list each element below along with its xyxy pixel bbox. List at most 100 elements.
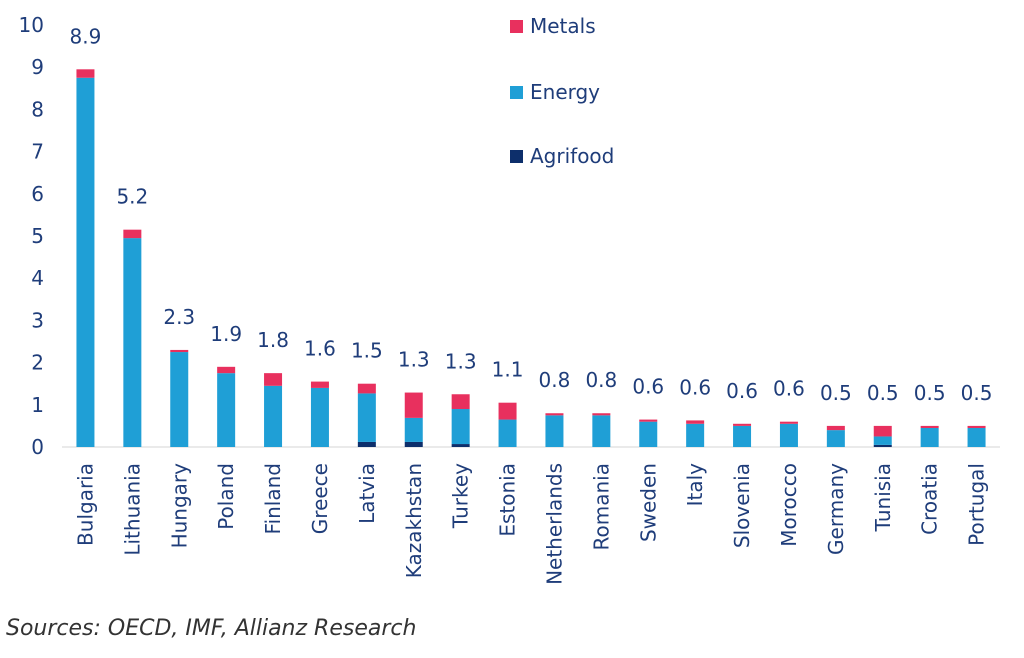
bar-segment-metals [920, 425, 939, 429]
total-data-label: 0.8 [585, 368, 617, 392]
bar-segment-energy [733, 425, 752, 447]
category-label: Estonia [496, 463, 520, 537]
total-data-label: 1.1 [492, 358, 524, 382]
total-data-label: 8.9 [70, 24, 102, 48]
bar-segment-energy [170, 352, 189, 447]
bar-segment-metals [779, 421, 798, 424]
category-label: Turkey [449, 463, 473, 529]
total-data-label: 0.5 [961, 381, 993, 405]
stacked-bar-chart: 0 1 2 3 4 5 6 7 8 9 10 8.9 5.2 2.3 1.9 1.8 1.6 1.5 1.3 1.3… [19, 13, 1000, 585]
bar-segment-energy [76, 77, 95, 447]
category-label: Sweden [636, 463, 660, 542]
y-tick-label: 10 [19, 13, 44, 37]
y-tick-label: 9 [31, 55, 44, 79]
bar-segment-energy [639, 421, 658, 447]
bar-segment-metals [264, 373, 283, 386]
legend-label-agrifood: Agrifood [530, 144, 614, 168]
y-tick-label: 0 [31, 435, 44, 459]
bar-segment-agrifood [404, 441, 423, 447]
bar-segment-metals [686, 420, 705, 424]
y-tick-label: 6 [31, 182, 44, 206]
total-data-label: 0.6 [679, 375, 711, 399]
bar-segment-energy [264, 385, 283, 447]
bar-segment-energy [123, 238, 142, 447]
bar-segment-metals [967, 425, 986, 429]
legend-swatch-energy [510, 86, 523, 99]
total-data-label: 0.8 [539, 368, 571, 392]
bar-segment-metals [217, 366, 236, 374]
bar-segment-metals [451, 394, 470, 410]
bar-segment-energy [592, 415, 611, 447]
bar-segment-energy [217, 373, 236, 447]
total-data-label: 1.3 [398, 348, 430, 372]
source-note: Sources: OECD, IMF, Allianz Research [6, 616, 417, 641]
category-label: Greece [308, 463, 332, 534]
category-label: Morocco [777, 463, 801, 547]
bar-segment-metals [76, 69, 95, 78]
legend-label-metals: Metals [530, 14, 596, 38]
total-data-label: 0.5 [867, 381, 899, 405]
y-tick-label: 7 [31, 140, 44, 164]
legend: Metals Energy Agrifood [510, 14, 614, 168]
bar-segment-metals [357, 383, 376, 394]
y-tick-label: 3 [31, 308, 44, 332]
total-data-label: 1.6 [304, 337, 336, 361]
total-data-label: 0.5 [914, 381, 946, 405]
bar-segment-metals [498, 402, 517, 420]
bar-segment-energy [357, 393, 376, 442]
category-label: Lithuania [120, 463, 144, 556]
bar-segment-metals [733, 423, 752, 426]
total-data-label: 1.9 [210, 322, 242, 346]
category-label: Bulgaria [73, 463, 97, 546]
category-label: Italy [683, 463, 707, 507]
legend-swatch-metals [510, 20, 523, 33]
bar-segment-agrifood [451, 444, 470, 447]
bar-segment-metals [310, 381, 329, 388]
x-axis: Bulgaria Lithuania Hungary Poland Finland Gre… [73, 463, 988, 585]
bar-segment-energy [826, 430, 845, 447]
bar-segment-metals [123, 229, 142, 239]
y-tick-label: 5 [31, 224, 44, 248]
y-axis: 0 1 2 3 4 5 6 7 8 9 10 [19, 13, 1000, 459]
category-label: Germany [824, 463, 848, 555]
bar-segment-metals [826, 425, 845, 431]
total-data-label: 0.5 [820, 381, 852, 405]
category-label: Slovenia [730, 463, 754, 548]
bars [76, 69, 986, 447]
bar-segment-energy [404, 417, 423, 442]
category-label: Croatia [918, 463, 942, 535]
bar-segment-energy [686, 423, 705, 447]
category-label: Hungary [167, 463, 191, 549]
bar-segment-energy [545, 415, 564, 447]
category-label: Finland [261, 463, 285, 534]
total-data-label: 1.3 [445, 349, 477, 373]
total-data-label: 0.6 [726, 379, 758, 403]
bar-segment-energy [498, 419, 517, 447]
legend-label-energy: Energy [530, 80, 600, 104]
category-label: Portugal [965, 463, 989, 546]
category-label: Latvia [355, 463, 379, 524]
bar-segment-agrifood [873, 444, 892, 447]
category-label: Kazakhstan [402, 463, 426, 578]
bar-segment-metals [545, 413, 564, 416]
bar-segment-energy [310, 387, 329, 447]
bar-segment-agrifood [357, 441, 376, 447]
y-tick-label: 4 [31, 266, 44, 290]
bar-segment-energy [873, 436, 892, 445]
total-data-label: 1.8 [257, 328, 289, 352]
bar-segment-metals [639, 419, 658, 422]
bar-segment-energy [779, 423, 798, 447]
category-label: Tunisia [871, 463, 895, 532]
bar-segment-metals [592, 413, 611, 416]
legend-swatch-agrifood [510, 150, 523, 163]
bar-segment-metals [170, 349, 189, 353]
bar-segment-energy [967, 428, 986, 447]
y-tick-label: 1 [31, 393, 44, 417]
bar-segment-energy [451, 409, 470, 445]
total-data-label: 0.6 [632, 375, 664, 399]
total-data-label: 1.5 [351, 339, 383, 363]
total-data-label: 0.6 [773, 377, 805, 401]
category-label: Poland [214, 463, 238, 530]
category-label: Netherlands [542, 463, 566, 585]
bar-segment-metals [873, 425, 892, 437]
